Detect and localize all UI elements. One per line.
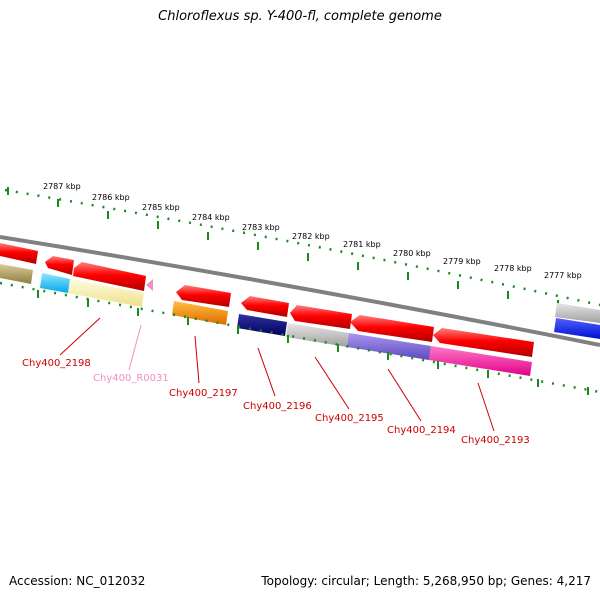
leader-line xyxy=(59,317,101,356)
tick-label: 2781 kbp xyxy=(343,240,381,249)
gene-arrow xyxy=(73,262,146,291)
forward-strand-genes xyxy=(0,243,600,357)
gene-block xyxy=(286,323,349,347)
gene-label: Chy400_2198 xyxy=(22,358,91,369)
gene-block xyxy=(429,346,532,376)
gene-block xyxy=(172,301,228,325)
gene-label: Chy400_2196 xyxy=(243,401,312,412)
gene-arrow xyxy=(45,256,74,275)
genome-backbone xyxy=(0,235,600,347)
gene-leaders xyxy=(59,317,495,432)
rna-marker xyxy=(146,279,153,291)
gene-arrow xyxy=(433,328,534,357)
gene-arrow xyxy=(350,315,434,342)
leader-line xyxy=(257,347,276,397)
gene-block xyxy=(0,264,33,284)
tick-label: 2779 kbp xyxy=(443,257,481,266)
leader-line xyxy=(194,335,200,384)
gene-arrow xyxy=(0,243,38,264)
gene-block xyxy=(237,314,287,336)
gene-arrow xyxy=(290,305,352,329)
tick-label: 2778 kbp xyxy=(494,264,532,273)
accession-text: Accession: NC_012032 xyxy=(9,574,146,588)
tick-label: 2785 kbp xyxy=(142,203,180,212)
gene-block xyxy=(555,303,600,323)
tick-label: 2780 kbp xyxy=(393,249,431,258)
tick-label: 2784 kbp xyxy=(192,213,230,222)
map-title: Chloroflexus sp. Y-400-fl, complete geno… xyxy=(158,9,442,24)
leader-line xyxy=(387,368,422,422)
genome-summary: Topology: circular; Length: 5,268,950 bp… xyxy=(261,574,591,588)
gene-label: Chy400_2195 xyxy=(315,413,384,424)
gene-block xyxy=(554,318,600,339)
tick-labels: 2787 kbp 2786 kbp 2785 kbp 2784 kbp 2783… xyxy=(43,182,582,280)
inner-major-ticks xyxy=(37,290,589,395)
gene-label: Chy400_2194 xyxy=(387,425,456,436)
gene-label: Chy400_2193 xyxy=(461,435,530,446)
tick-label: 2777 kbp xyxy=(544,271,582,280)
gene-arrow xyxy=(241,296,289,317)
gene-label: Chy400_R0031 xyxy=(93,373,169,384)
tick-label: 2787 kbp xyxy=(43,182,81,191)
tick-label: 2783 kbp xyxy=(242,223,280,232)
gene-block xyxy=(347,333,431,360)
leader-line xyxy=(128,324,142,371)
gene-labels: Chy400_2198 Chy400_R0031 Chy400_2197 Chy… xyxy=(22,358,530,446)
gene-label: Chy400_2197 xyxy=(169,388,238,399)
gene-block xyxy=(40,273,70,293)
gene-block xyxy=(68,279,144,307)
leader-line xyxy=(314,356,350,410)
gene-arrow xyxy=(176,285,231,307)
tick-label: 2786 kbp xyxy=(92,193,130,202)
tick-label: 2782 kbp xyxy=(292,232,330,241)
leader-line xyxy=(477,382,495,432)
reverse-strand-genes xyxy=(0,264,600,376)
